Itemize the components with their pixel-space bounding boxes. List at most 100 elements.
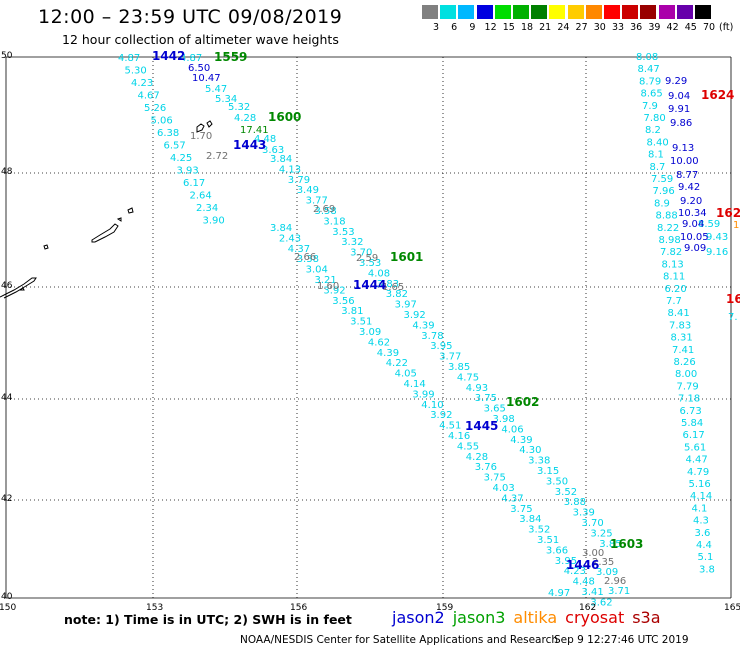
wave-value: 3.76 <box>475 462 497 473</box>
wave-value: 8.88 <box>656 211 678 222</box>
wave-value: 3.41 <box>582 587 604 598</box>
wave-value: 7.96 <box>653 186 675 197</box>
wave-value: 3.51 <box>350 317 372 328</box>
lat-label-42: 42 <box>1 494 12 504</box>
wave-value: 7.18 <box>678 394 700 405</box>
wave-value: 4.14 <box>404 379 426 390</box>
wave-value: 3.84 <box>270 223 292 234</box>
scale-swatch-45 <box>676 5 694 19</box>
wave-value: 4.55 <box>457 441 479 452</box>
wave-value: 8.1 <box>648 150 664 161</box>
scale-label-70: 70 <box>702 22 716 33</box>
wave-value: 4.4 <box>696 540 712 551</box>
wave-value: 4.1 <box>692 503 708 514</box>
scale-swatch-15 <box>494 5 512 19</box>
scale-swatch-30 <box>585 5 603 19</box>
wave-value: 9.04 <box>668 91 690 102</box>
wave-value: 3.51 <box>537 535 559 546</box>
wave-value: 2.35 <box>592 557 614 568</box>
wave-value: 2.43 <box>279 233 301 244</box>
lon-label-150: 150 <box>0 603 16 613</box>
wave-value: 3.62 <box>590 597 612 608</box>
wave-value: 3.92 <box>404 310 426 321</box>
wave-value: 7.41 <box>672 345 694 356</box>
wave-value: 3.25 <box>590 528 612 539</box>
wave-value: 8.31 <box>671 333 693 344</box>
wave-value: 3.79 <box>288 175 310 186</box>
lat-label-50: 50 <box>1 51 13 61</box>
scale-label-33: 33 <box>611 22 625 33</box>
wave-value: 4.62 <box>368 337 390 348</box>
wave-value: 10.34 <box>678 208 707 219</box>
wave-value: 5.84 <box>681 418 703 429</box>
wave-value: 7.83 <box>669 320 691 331</box>
pass-label-1442: 1442 <box>152 49 185 63</box>
satellite-legend: jason2 jason3 altika cryosat s3a <box>392 608 669 627</box>
wave-value: 4.06 <box>501 424 523 435</box>
wave-value: 3.75 <box>475 393 497 404</box>
wave-value: 8.41 <box>668 308 690 319</box>
scale-label-12: 12 <box>484 22 497 33</box>
wave-value: 6.17 <box>683 430 705 441</box>
wave-value: 7.82 <box>660 247 682 258</box>
wave-value: 3.58 <box>315 206 337 217</box>
wave-value: 9.04 <box>682 219 704 230</box>
wave-value: 3.97 <box>395 300 417 311</box>
lon-label-162: 162 <box>579 603 596 613</box>
wave-value: 8.11 <box>663 272 685 283</box>
wave-value: 7.80 <box>644 113 666 124</box>
wave-value: 3.98 <box>493 414 515 425</box>
wave-value: 3.99 <box>412 389 434 400</box>
scale-label-24: 24 <box>557 22 570 33</box>
wave-value: 4.25 <box>170 153 192 164</box>
scale-label-39: 39 <box>648 22 661 33</box>
wave-value: 3.38 <box>528 456 550 467</box>
pass-label-1601: 1601 <box>390 250 423 264</box>
legend-altika: altika <box>513 608 558 627</box>
wave-value: 3.88 <box>564 497 586 508</box>
lon-label-159: 159 <box>436 603 453 613</box>
wave-value: 3.84 <box>519 514 541 525</box>
wave-value: 8.59 <box>698 219 720 230</box>
wave-value: 3.75 <box>510 504 532 515</box>
wave-value: 7.59 <box>651 174 673 185</box>
wave-value: 4.16 <box>448 431 470 442</box>
wave-value: 6.57 <box>164 141 186 152</box>
chart-subtitle: 12 hour collection of altimeter wave hei… <box>62 32 339 47</box>
pass-label-1445: 1445 <box>465 419 498 433</box>
wave-value: 4.37 <box>288 244 310 255</box>
wave-value: 5.30 <box>125 66 147 77</box>
island-6 <box>43 244 49 250</box>
scale-label-36: 36 <box>630 22 643 33</box>
wave-value: 4.87 <box>180 53 202 64</box>
wave-value: 4.05 <box>395 369 417 380</box>
wave-value: 4.03 <box>493 483 515 494</box>
credit-text: NOAA/NESDIS Center for Satellite Applica… <box>240 634 558 646</box>
wave-value: 9.29 <box>665 76 687 87</box>
scale-label-21: 21 <box>539 22 552 33</box>
wave-value: 4.10 <box>421 400 443 411</box>
scale-unit: (ft) <box>719 22 734 33</box>
wave-value: 7.79 <box>677 381 699 392</box>
wave-value: 2.64 <box>190 191 212 202</box>
wave-value: 5.32 <box>228 102 250 113</box>
wave-value: 1.60 <box>317 281 339 292</box>
wave-value: 4.93 <box>466 383 488 394</box>
wave-value: 8.65 <box>641 89 663 100</box>
wave-value: 5.61 <box>684 442 706 453</box>
wave-value: 3.85 <box>599 539 621 550</box>
pass-label-1602: 1602 <box>506 395 539 409</box>
wave-value: 4.22 <box>386 358 408 369</box>
island-5 <box>116 217 122 222</box>
scale-swatch-42 <box>658 5 676 19</box>
wave-value: 3.95 <box>430 341 452 352</box>
wave-value: 7.9 <box>642 101 658 112</box>
scale-label-27: 27 <box>575 22 588 33</box>
wave-value: 2.96 <box>604 576 626 587</box>
pass-label-1444: 1444 <box>353 278 386 292</box>
lon-label-165: 165 <box>724 603 740 613</box>
wave-value: 3.85 <box>448 362 470 373</box>
wave-value: 8.08 <box>636 52 658 63</box>
wave-value: 8.40 <box>647 137 669 148</box>
